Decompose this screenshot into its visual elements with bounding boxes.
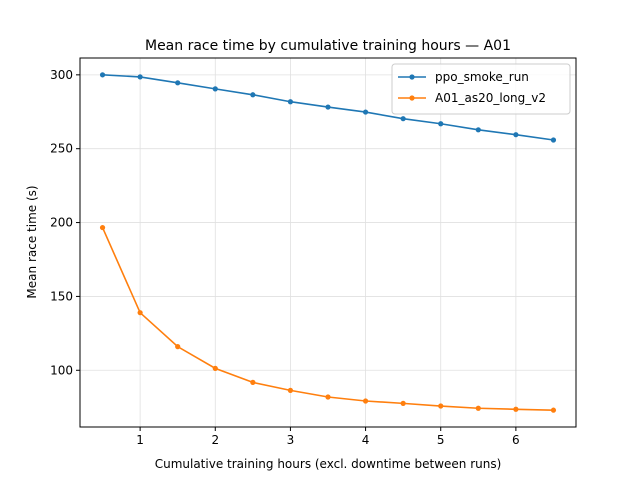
data-point bbox=[400, 116, 406, 122]
y-tick-label: 100 bbox=[50, 363, 73, 377]
data-point bbox=[325, 104, 331, 110]
data-point bbox=[250, 379, 256, 385]
y-tick-label: 250 bbox=[50, 142, 73, 156]
data-point bbox=[475, 405, 481, 411]
data-point bbox=[550, 137, 557, 143]
data-point bbox=[99, 224, 106, 231]
data-point bbox=[175, 344, 181, 350]
ticks: 1 2 3 4 5 6 100 150 200 250 300 bbox=[50, 68, 520, 447]
series-ppo_smoke_run bbox=[99, 72, 557, 143]
data-point bbox=[550, 407, 557, 413]
data-point bbox=[212, 86, 218, 92]
data-point bbox=[513, 132, 519, 138]
x-axis-label: Cumulative training hours (excl. downtim… bbox=[155, 457, 502, 471]
x-tick-label: 2 bbox=[211, 433, 219, 447]
data-point bbox=[212, 365, 218, 371]
data-point bbox=[362, 109, 369, 115]
legend-label: A01_as20_long_v2 bbox=[435, 91, 546, 105]
legend: ppo_smoke_run A01_as20_long_v2 bbox=[391, 63, 571, 115]
data-point bbox=[325, 394, 331, 400]
data-point bbox=[438, 121, 444, 127]
plot-frame bbox=[79, 57, 577, 428]
grid bbox=[80, 58, 576, 427]
legend-box bbox=[391, 63, 571, 115]
legend-label: ppo_smoke_run bbox=[435, 70, 529, 84]
series-line bbox=[101, 227, 554, 411]
data-point bbox=[287, 387, 294, 393]
data-point bbox=[137, 310, 143, 316]
x-tick-label: 5 bbox=[437, 433, 445, 447]
y-tick-label: 300 bbox=[50, 68, 73, 82]
y-axis-label: Mean race time (s) bbox=[25, 185, 39, 298]
data-point bbox=[287, 99, 294, 105]
x-tick-label: 6 bbox=[512, 433, 520, 447]
data-point bbox=[175, 80, 181, 86]
y-tick-label: 150 bbox=[50, 289, 73, 303]
x-tick-label: 1 bbox=[136, 433, 144, 447]
data-point bbox=[475, 127, 481, 133]
data-point bbox=[250, 92, 256, 98]
x-tick-label: 3 bbox=[287, 433, 295, 447]
x-tick-label: 4 bbox=[362, 433, 370, 447]
data-point bbox=[438, 403, 444, 409]
chart-title: Mean race time by cumulative training ho… bbox=[145, 38, 511, 54]
y-tick-label: 200 bbox=[50, 216, 73, 230]
data-point bbox=[137, 74, 143, 80]
series-A01_as20_long_v2 bbox=[99, 224, 557, 413]
data-point bbox=[99, 72, 106, 78]
legend-marker bbox=[409, 95, 415, 101]
data-point bbox=[400, 400, 406, 406]
legend-marker bbox=[409, 74, 415, 80]
series-layer bbox=[99, 72, 557, 413]
data-point bbox=[513, 406, 519, 412]
data-point bbox=[362, 398, 369, 404]
